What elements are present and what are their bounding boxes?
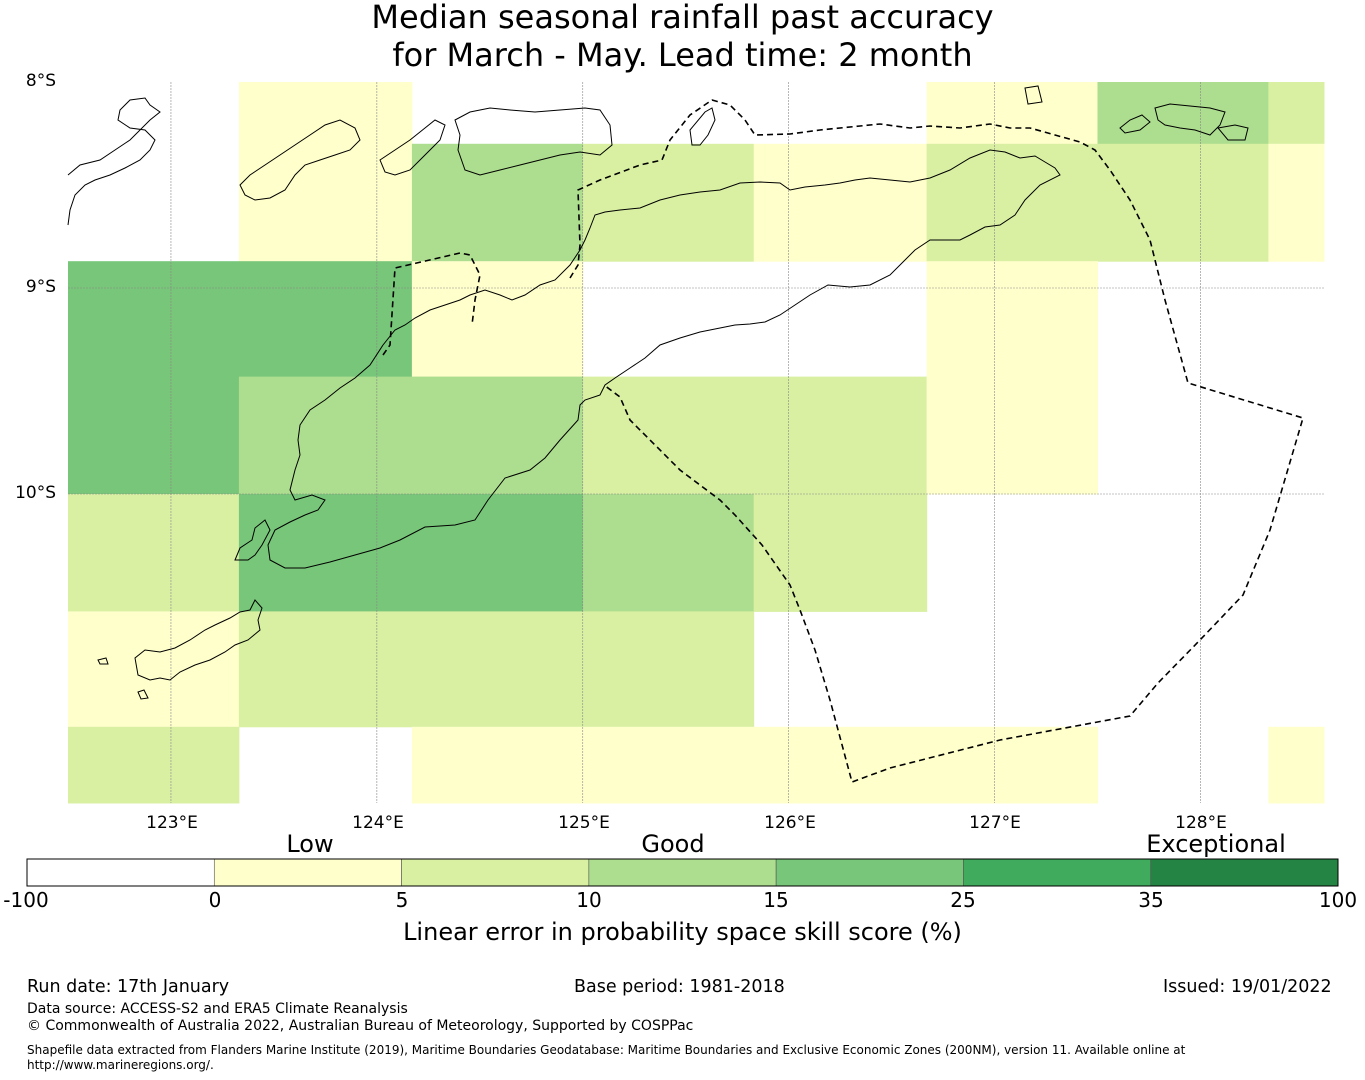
colorbar-segment-3 xyxy=(588,858,777,887)
grid-cell-14 xyxy=(238,376,584,495)
kisar-islet xyxy=(1024,85,1043,105)
maritime-boundary-dashed xyxy=(382,99,1304,784)
rote-island-coastline xyxy=(134,599,263,681)
grid-cell-3 xyxy=(1268,82,1325,145)
grid-cell-5 xyxy=(411,143,584,262)
shapefile-credit-line-2: http://www.marineregions.org/. xyxy=(27,1058,214,1072)
colorbar-segment-4 xyxy=(775,858,964,887)
moa-coastline xyxy=(1154,103,1226,136)
pantar-coastline xyxy=(379,119,446,176)
tick-0: 0 xyxy=(208,888,222,912)
lon-label-125e: 125°E xyxy=(558,813,610,833)
colorbar-segment-5 xyxy=(963,858,1152,887)
timor-island-coastline xyxy=(267,149,1061,569)
skill-grid-cells xyxy=(68,82,1325,804)
grid-cell-2 xyxy=(1097,82,1269,145)
grid-cell-16 xyxy=(926,376,1098,495)
semau-island-coastline xyxy=(234,519,271,561)
lat-label-10s: 10°S xyxy=(15,483,56,503)
flores-solor-coastline xyxy=(67,97,161,226)
colorbar-segment-1 xyxy=(213,858,402,887)
grid-cell-10 xyxy=(68,261,413,378)
data-source: Data source: ACCESS-S2 and ERA5 Climate … xyxy=(27,1001,408,1017)
tick-35: 35 xyxy=(1138,888,1164,912)
grid-cell-6 xyxy=(582,143,755,262)
lat-label-9s: 9°S xyxy=(25,277,56,297)
alor-coastline xyxy=(239,119,361,201)
tick-25: 25 xyxy=(950,888,976,912)
lon-label-126e: 126°E xyxy=(764,813,816,833)
colorbar-segment-6 xyxy=(1150,858,1339,887)
issued-date: Issued: 19/01/2022 xyxy=(1163,977,1332,997)
islet-2 xyxy=(137,689,149,700)
grid-cell-12 xyxy=(926,261,1098,378)
lakor-coastline xyxy=(1217,124,1249,141)
tick-15: 15 xyxy=(763,888,789,912)
grid-cell-19 xyxy=(582,494,755,612)
grid-cell-22 xyxy=(238,611,755,728)
grid-cell-25 xyxy=(1268,726,1325,804)
lon-label-128e: 128°E xyxy=(1175,813,1227,833)
tick-10: 10 xyxy=(576,888,602,912)
tick-5: 5 xyxy=(395,888,409,912)
base-period: Base period: 1981-2018 xyxy=(574,977,785,997)
lon-label-124e: 124°E xyxy=(352,813,404,833)
grid-cell-0 xyxy=(238,82,413,145)
grid-cell-21 xyxy=(68,611,240,728)
ndao-islet xyxy=(97,657,109,665)
category-low: Low xyxy=(286,830,334,858)
graticule xyxy=(68,82,1324,803)
colorbar-title: Linear error in probability space skill … xyxy=(403,918,962,946)
title-line-1: Median seasonal rainfall past accuracy xyxy=(371,0,994,36)
grid-cell-24 xyxy=(411,726,1099,804)
colorbar-segment-0 xyxy=(26,858,215,887)
grid-cell-20 xyxy=(753,494,928,612)
grid-cell-8 xyxy=(926,143,1269,262)
tick-100: 100 xyxy=(1318,888,1358,912)
leti-coastline xyxy=(1119,114,1151,134)
title-line-2: for March - May. Lead time: 2 month xyxy=(392,36,973,74)
lat-label-8s: 8°S xyxy=(25,71,56,91)
wetar-coastline xyxy=(454,107,613,176)
colorbar-outline xyxy=(26,858,1339,887)
category-good: Good xyxy=(641,830,705,858)
category-exceptional: Exceptional xyxy=(1146,830,1286,858)
tick-neg100: -100 xyxy=(3,888,49,912)
coastlines xyxy=(67,85,1249,700)
lon-label-127e: 127°E xyxy=(969,813,1021,833)
grid-cell-1 xyxy=(926,82,1098,145)
copyright: © Commonwealth of Australia 2022, Austra… xyxy=(27,1018,694,1034)
colorbar-segment-2 xyxy=(401,858,590,887)
shapefile-credit-line-1: Shapefile data extracted from Flanders M… xyxy=(27,1043,1186,1057)
grid-cell-15 xyxy=(582,376,928,495)
grid-cell-18 xyxy=(238,494,584,612)
grid-cell-9 xyxy=(1268,143,1325,262)
atauro-coastline xyxy=(689,107,716,146)
run-date: Run date: 17th January xyxy=(27,977,230,997)
grid-cell-23 xyxy=(68,726,240,804)
grid-cell-7 xyxy=(753,143,928,262)
lon-label-123e: 123°E xyxy=(146,813,198,833)
grid-cell-13 xyxy=(68,376,240,495)
grid-cell-17 xyxy=(68,494,240,612)
